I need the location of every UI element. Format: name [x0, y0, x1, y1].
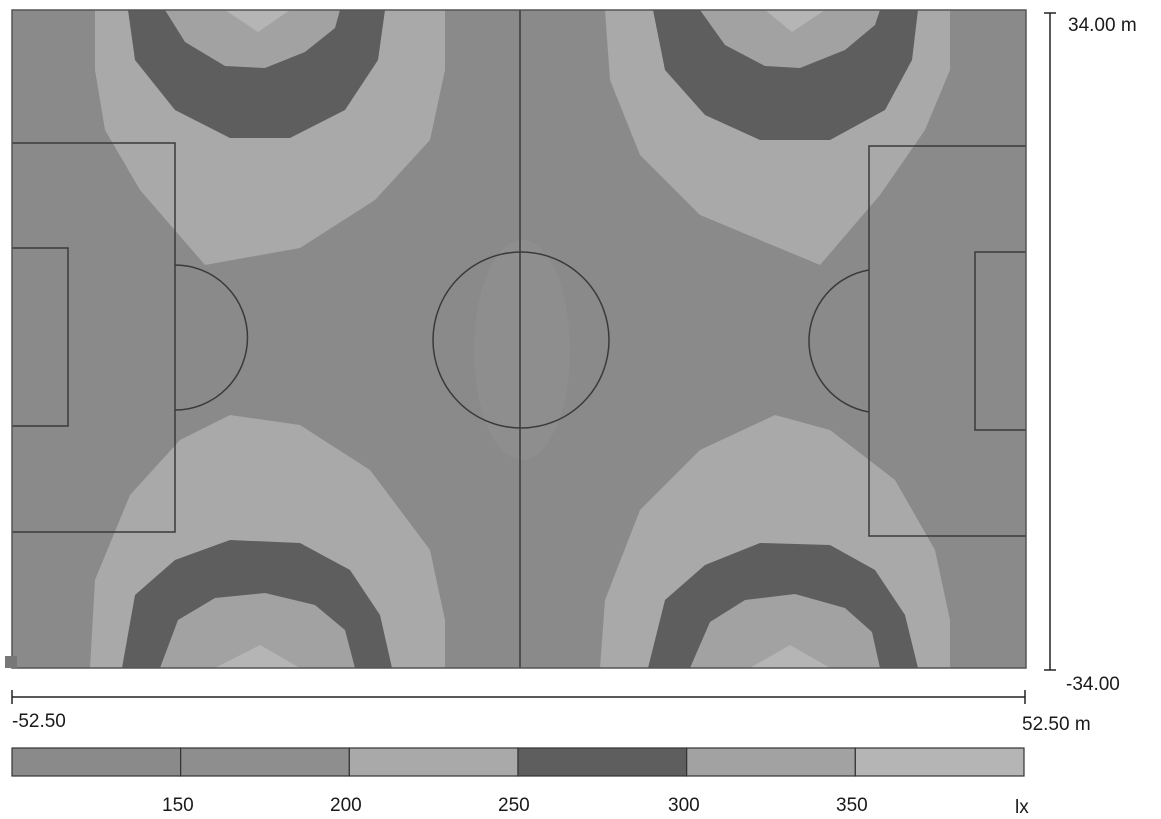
left-penalty-area: [12, 142, 176, 533]
contour-top-left: [95, 10, 445, 265]
hotspot: [225, 10, 290, 32]
inner-zone: [700, 10, 880, 68]
inner-zone: [160, 593, 355, 668]
legend-band: [854, 747, 1025, 777]
contour-top-right: [605, 10, 950, 265]
legend-tick-label: 300: [668, 795, 700, 816]
right-penalty-area: [868, 145, 1026, 537]
x-axis-right-label: 52.50 m: [1022, 714, 1091, 735]
legend-unit-label: lx: [1015, 797, 1029, 818]
center-circle: [432, 251, 610, 429]
center-zone: [474, 240, 570, 460]
inner-zone: [165, 10, 340, 68]
y-axis-bottom-label: -34.00: [1066, 674, 1120, 695]
legend-tick-label: 250: [498, 795, 530, 816]
hotspot: [765, 10, 825, 32]
legend-band: [11, 747, 182, 777]
hotspot: [750, 645, 830, 668]
legend-band: [686, 747, 856, 777]
field-border: [11, 9, 1027, 669]
contour-bottom-left: [90, 415, 445, 668]
origin-marker: [5, 656, 17, 668]
isolux-contours: [90, 10, 950, 668]
left-goal-area: [12, 247, 69, 427]
inner-zone: [690, 594, 880, 668]
y-scale-bar: [1044, 12, 1056, 671]
legend-color-bar: [11, 747, 1025, 777]
x-axis-left-label: -52.50: [12, 711, 66, 732]
right-goal-area: [974, 251, 1026, 431]
x-scale-bar: [11, 690, 1026, 704]
legend-band: [517, 747, 688, 777]
contour-bottom-right: [600, 415, 950, 668]
y-axis-top-label: 34.00 m: [1068, 15, 1137, 36]
legend-tick-label: 200: [330, 795, 362, 816]
right-penalty-arc: [808, 269, 870, 413]
pitch-markings: [12, 10, 1026, 668]
legend-band: [348, 747, 519, 777]
legend-band: [180, 747, 350, 777]
legend-tick-label: 350: [836, 795, 868, 816]
legend-tick-label: 150: [162, 795, 194, 816]
left-penalty-arc: [174, 264, 249, 411]
hotspot: [215, 645, 300, 668]
